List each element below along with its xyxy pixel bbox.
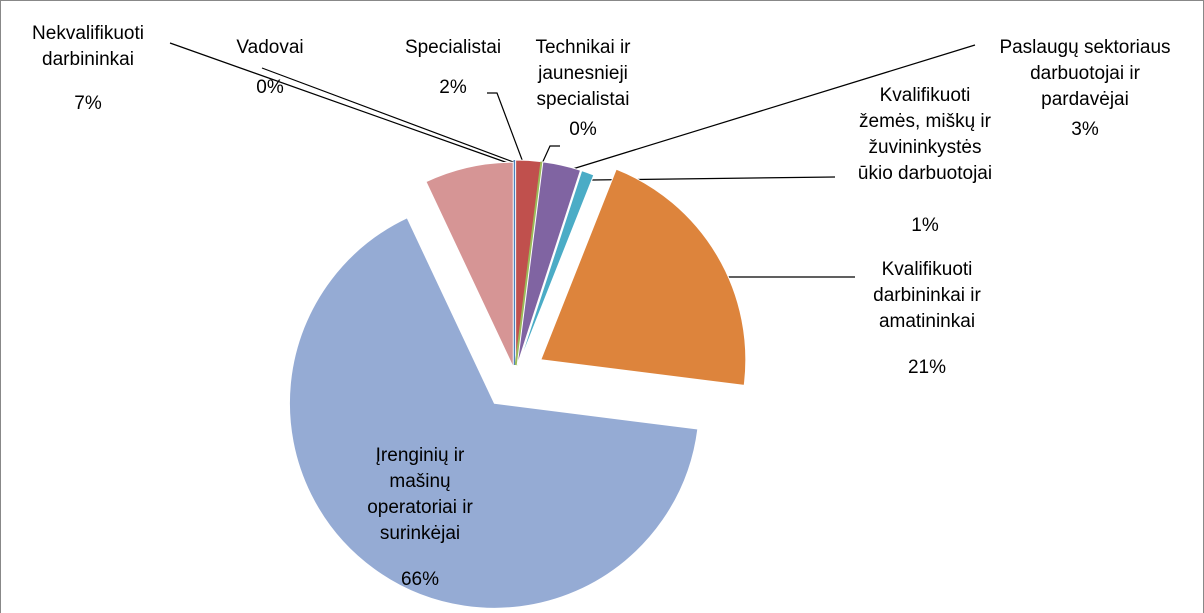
- percent-label: 3%: [1071, 119, 1099, 140]
- label-line: Nekvalifikuoti: [32, 23, 144, 44]
- label-line: pardavėjai: [1041, 89, 1129, 110]
- percent-label: 1%: [911, 215, 939, 236]
- label-line: žemės, miškų ir: [859, 111, 992, 132]
- label-line: Technikai ir: [535, 37, 631, 58]
- pie-slice: [517, 169, 595, 366]
- leader-line: [487, 92, 525, 166]
- percent-label: 7%: [74, 93, 102, 114]
- label-line: darbininkai: [42, 49, 134, 70]
- slice-label: Specialistai: [405, 37, 501, 58]
- label-line: Specialistai: [405, 37, 501, 58]
- pie-slice: [540, 168, 747, 386]
- label-line: mašinų: [389, 471, 450, 492]
- label-line: Kvalifikuoti: [880, 85, 971, 106]
- label-line: Kvalifikuoti: [882, 259, 973, 280]
- label-line: jaunesnieji: [537, 63, 628, 84]
- leader-line: [539, 145, 560, 169]
- percent-label: 0%: [569, 119, 597, 140]
- slice-label: Vadovai: [236, 37, 303, 58]
- label-line: amatininkai: [879, 311, 975, 332]
- label-line: Įrenginių ir: [376, 445, 465, 466]
- slice-label: Įrenginių ir mašinų operatoriai ir surinkėj…: [367, 445, 473, 544]
- pie-slice: [516, 161, 582, 366]
- leader-line: [169, 42, 509, 164]
- label-line: Vadovai: [236, 37, 303, 58]
- slice-label: Technikai ir jaunesnieji specialistai: [535, 37, 631, 110]
- pie-slice: [288, 217, 699, 609]
- label-line: Paslaugų sektoriaus: [999, 37, 1170, 58]
- percent-label: 2%: [439, 77, 467, 98]
- label-line: surinkėjai: [380, 523, 460, 544]
- label-line: darbuotojai ir: [1030, 63, 1141, 84]
- slice-label: Paslaugų sektoriaus darbuotojai ir pardavė…: [999, 37, 1170, 110]
- label-line: specialistai: [537, 89, 630, 110]
- leader-line: [565, 44, 976, 172]
- label-line: operatoriai ir: [367, 497, 473, 518]
- percent-label: 66%: [401, 569, 439, 590]
- percent-label: 21%: [908, 357, 946, 378]
- label-line: darbininkai ir: [873, 285, 981, 306]
- slice-label: Kvalifikuoti darbininkai ir amatininkai: [873, 259, 981, 332]
- percent-label: 0%: [256, 77, 284, 98]
- leader-line: [261, 67, 517, 164]
- slice-label: Kvalifikuoti žemės, miškų ir žuvininkystės…: [858, 85, 992, 184]
- slice-label: Nekvalifikuoti darbininkai: [32, 23, 144, 70]
- pie-slice: [425, 161, 514, 368]
- label-line: ūkio darbuotojai: [858, 163, 992, 184]
- label-line: žuvininkystės: [869, 137, 982, 158]
